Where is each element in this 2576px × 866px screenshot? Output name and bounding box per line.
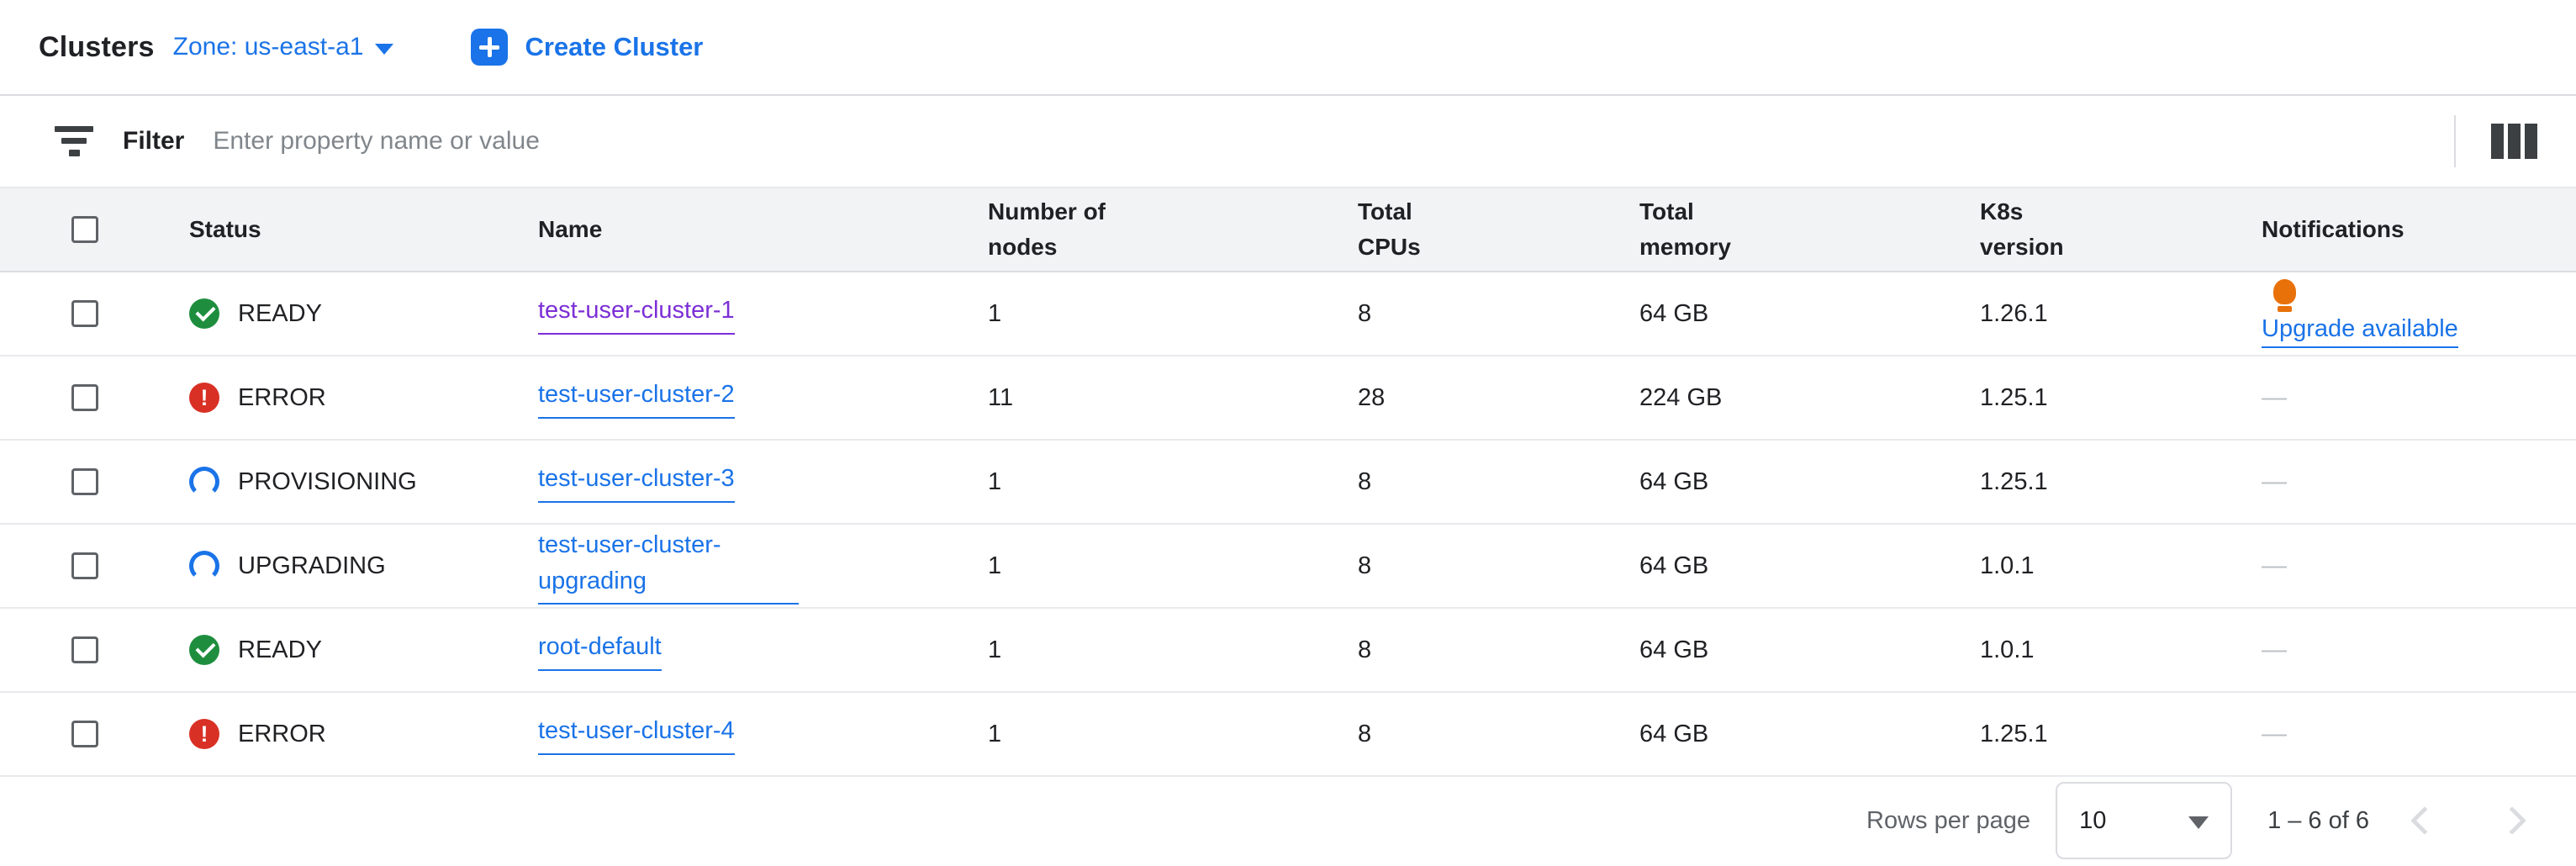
plus-icon — [471, 29, 509, 66]
status-label: UPGRADING — [238, 552, 386, 579]
cluster-name-link[interactable]: root-default — [538, 629, 662, 671]
number-of-nodes-value: 1 — [988, 636, 1002, 663]
filter-label: Filter — [123, 127, 185, 155]
k8s-version-value: 1.25.1 — [1980, 383, 2048, 411]
table-row: PROVISIONING test-user-cluster-3 1 8 64 … — [0, 441, 2576, 525]
table-row: UPGRADING test-user-cluster-upgrading 1 … — [0, 525, 2576, 609]
total-cpus-value: 28 — [1358, 383, 1386, 411]
column-header-name: Name — [538, 216, 603, 242]
columns-icon — [2491, 124, 2537, 159]
row-checkbox[interactable] — [71, 468, 98, 495]
clusters-table: Status Name Number of nodes Total CPUs T… — [0, 188, 2576, 777]
column-header-total-cpus: Total CPUs — [1358, 198, 1421, 260]
row-checkbox[interactable] — [71, 636, 98, 663]
total-cpus-value: 8 — [1358, 720, 1372, 747]
total-cpus-value: 8 — [1358, 467, 1372, 495]
total-cpus-value: 8 — [1358, 552, 1372, 579]
page-range-label: 1 – 6 of 6 — [2267, 806, 2369, 834]
cluster-name-link[interactable]: test-user-cluster-upgrading — [538, 527, 799, 605]
column-header-k8s-version: K8s version — [1980, 198, 2064, 260]
total-memory-value: 224 GB — [1639, 383, 1723, 411]
k8s-version-value: 1.0.1 — [1980, 552, 2035, 579]
row-checkbox[interactable] — [71, 552, 98, 579]
total-memory-value: 64 GB — [1639, 720, 1709, 747]
total-memory-value: 64 GB — [1639, 636, 1709, 663]
k8s-version-value: 1.26.1 — [1980, 299, 2048, 327]
ready-status-icon — [189, 635, 219, 665]
status-label: ERROR — [238, 720, 326, 747]
no-notification-dash: — — [2262, 720, 2287, 747]
table-body: READY test-user-cluster-1 1 8 64 GB 1.26… — [0, 272, 2576, 777]
number-of-nodes-value: 1 — [988, 720, 1002, 747]
error-status-icon — [189, 383, 219, 413]
no-notification-dash: — — [2262, 636, 2287, 663]
previous-page-button[interactable] — [2410, 806, 2439, 835]
status-label: READY — [238, 636, 322, 663]
total-memory-value: 64 GB — [1639, 552, 1709, 579]
chevron-down-icon — [375, 43, 394, 55]
number-of-nodes-value: 1 — [988, 552, 1002, 579]
table-row: ERROR test-user-cluster-4 1 8 64 GB 1.25… — [0, 693, 2576, 777]
next-page-button[interactable] — [2498, 806, 2526, 835]
column-header-status: Status — [189, 216, 261, 242]
no-notification-dash: — — [2262, 467, 2287, 495]
filter-bar: Filter — [0, 96, 2576, 188]
number-of-nodes-value: 1 — [988, 299, 1002, 327]
table-row: READY test-user-cluster-1 1 8 64 GB 1.26… — [0, 272, 2576, 356]
lightbulb-icon — [2273, 279, 2296, 312]
column-header-total-memory: Total memory — [1639, 198, 1731, 260]
k8s-version-value: 1.0.1 — [1980, 636, 2035, 663]
k8s-version-value: 1.25.1 — [1980, 720, 2048, 747]
rows-per-page-value: 10 — [2079, 806, 2107, 834]
table-header-row: Status Name Number of nodes Total CPUs T… — [0, 188, 2576, 272]
row-checkbox[interactable] — [71, 300, 98, 327]
column-header-number-of-nodes: Number of nodes — [988, 198, 1106, 260]
select-all-checkbox[interactable] — [71, 216, 98, 243]
cluster-name-link[interactable]: test-user-cluster-3 — [538, 461, 735, 503]
cluster-name-link[interactable]: test-user-cluster-4 — [538, 713, 735, 755]
filter-funnel-icon — [54, 126, 94, 156]
table-row: READY root-default 1 8 64 GB 1.0.1 — — [0, 609, 2576, 693]
no-notification-dash: — — [2262, 552, 2287, 579]
status-label: PROVISIONING — [238, 467, 417, 495]
total-memory-value: 64 GB — [1639, 467, 1709, 495]
spinner-status-icon — [189, 467, 219, 497]
error-status-icon — [189, 719, 219, 749]
number-of-nodes-value: 1 — [988, 467, 1002, 495]
filter-input[interactable] — [213, 127, 2437, 156]
zone-selector[interactable]: Zone: us-east-a1 — [173, 33, 394, 61]
page-header: Clusters Zone: us-east-a1 Create Cluster — [0, 0, 2576, 96]
rows-per-page-label: Rows per page — [1866, 806, 2031, 834]
total-cpus-value: 8 — [1358, 636, 1372, 663]
total-memory-value: 64 GB — [1639, 299, 1709, 327]
upgrade-available-link[interactable]: Upgrade available — [2262, 315, 2458, 348]
column-display-options-button[interactable] — [2486, 119, 2542, 164]
column-header-notifications: Notifications — [2262, 216, 2404, 242]
vertical-divider — [2454, 115, 2456, 167]
cluster-name-link[interactable]: test-user-cluster-1 — [538, 293, 735, 335]
pagination-bar: Rows per page 10 1 – 6 of 6 — [0, 777, 2576, 864]
cluster-name-link[interactable]: test-user-cluster-2 — [538, 377, 735, 419]
ready-status-icon — [189, 298, 219, 329]
zone-label: Zone: us-east-a1 — [172, 33, 364, 61]
row-checkbox[interactable] — [71, 721, 98, 747]
no-notification-dash: — — [2262, 383, 2287, 411]
row-checkbox[interactable] — [71, 384, 98, 411]
chevron-down-icon — [2188, 816, 2209, 829]
table-row: ERROR test-user-cluster-2 11 28 224 GB 1… — [0, 356, 2576, 441]
spinner-status-icon — [189, 551, 219, 581]
rows-per-page-select[interactable]: 10 — [2056, 782, 2233, 859]
create-cluster-label: Create Cluster — [525, 32, 704, 61]
k8s-version-value: 1.25.1 — [1980, 467, 2048, 495]
page-title: Clusters — [39, 30, 155, 63]
create-cluster-button[interactable]: Create Cluster — [471, 29, 703, 66]
number-of-nodes-value: 11 — [988, 383, 1014, 411]
total-cpus-value: 8 — [1358, 299, 1372, 327]
status-label: READY — [238, 299, 322, 327]
status-label: ERROR — [238, 383, 326, 411]
